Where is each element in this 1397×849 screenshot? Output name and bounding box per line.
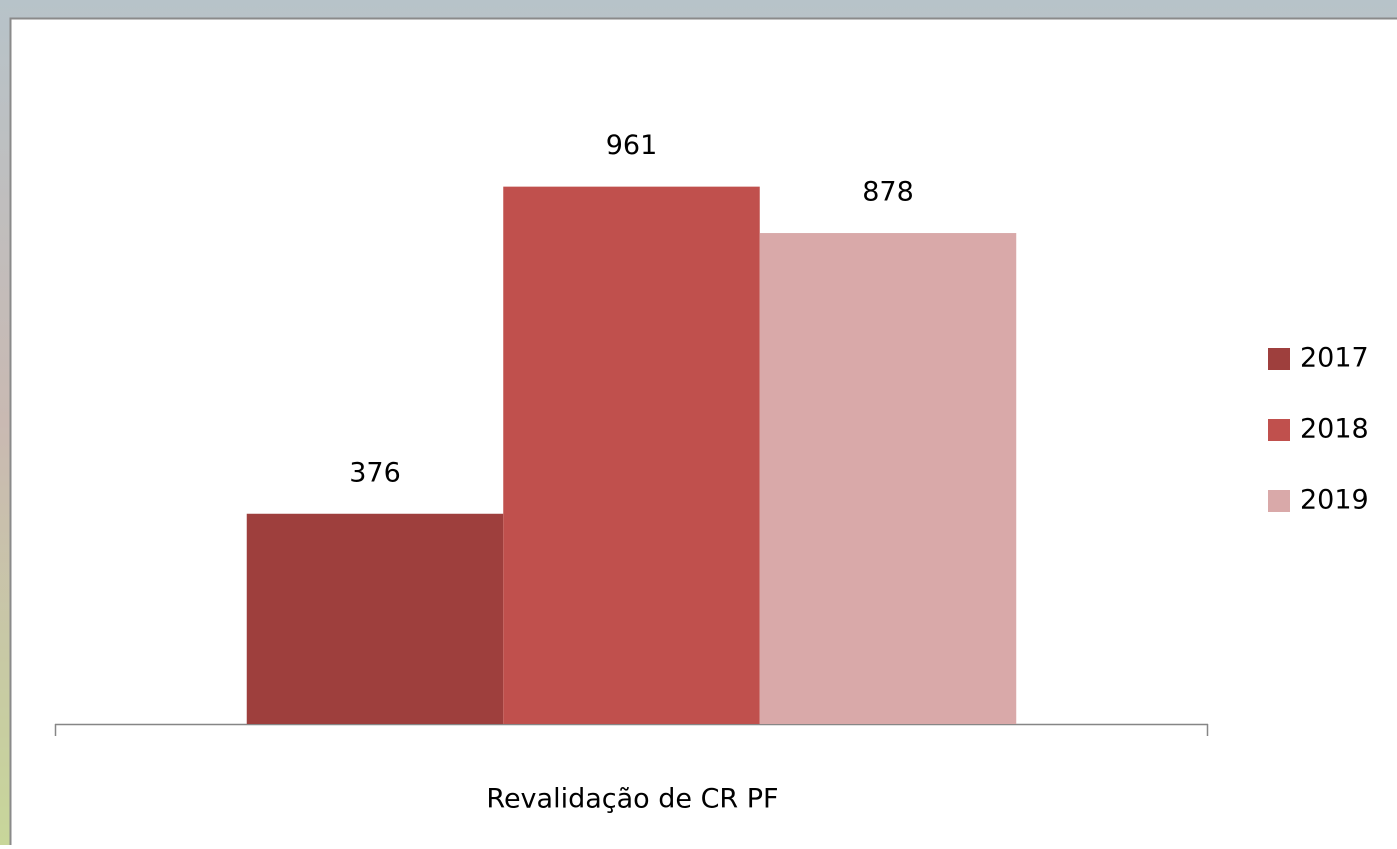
bar <box>503 187 760 724</box>
legend-swatch <box>1268 490 1290 512</box>
bar <box>247 514 504 724</box>
data-label: 878 <box>862 177 914 208</box>
data-label: 961 <box>606 130 658 161</box>
legend-label: 2018 <box>1300 414 1369 445</box>
x-tick-label: Revalidação de CR PF <box>486 784 778 815</box>
data-label: 376 <box>349 457 401 488</box>
legend-label: 2019 <box>1300 485 1369 516</box>
legend-swatch <box>1268 419 1290 441</box>
legend-label: 2017 <box>1300 343 1369 374</box>
bar <box>760 233 1017 724</box>
legend-swatch <box>1268 348 1290 370</box>
